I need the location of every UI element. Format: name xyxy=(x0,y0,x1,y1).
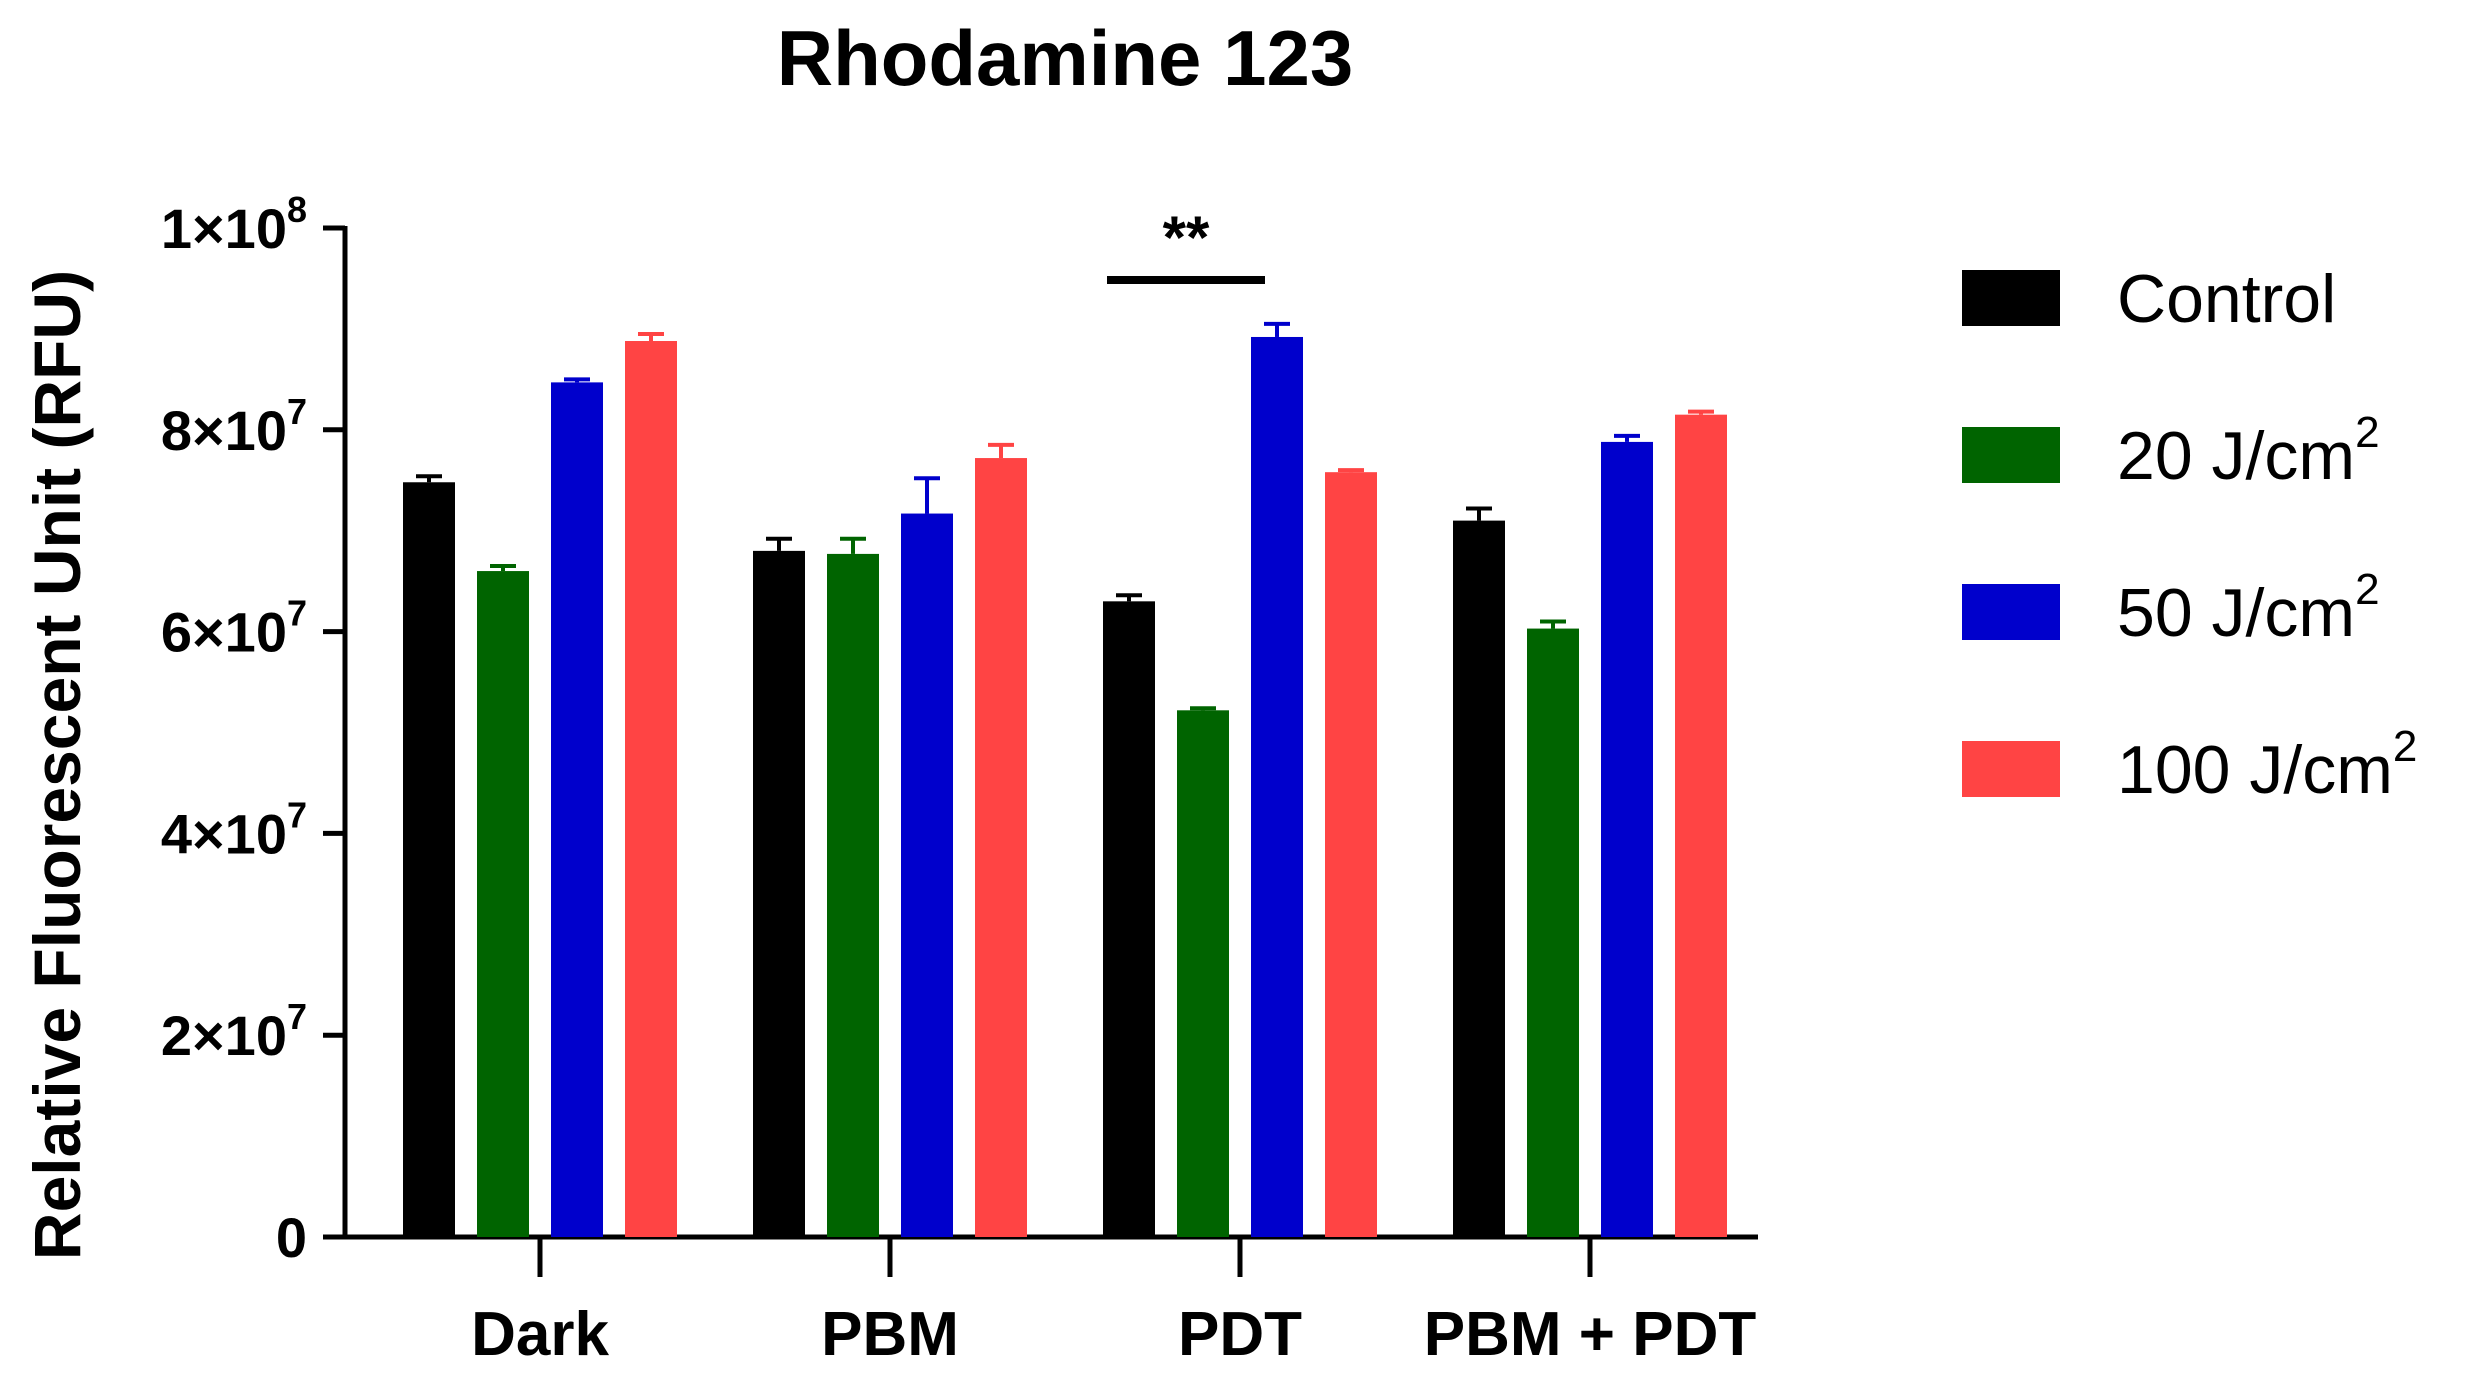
bar xyxy=(901,513,953,1237)
plot-area: 0 2×107 4×107 6×107 8×107 1×108 Dark PBM PDT PBM … xyxy=(161,189,1758,1369)
y-tick-label: 2×107 xyxy=(161,996,307,1067)
bar xyxy=(551,382,603,1237)
x-tick-label: PBM xyxy=(821,1300,959,1369)
legend-swatch xyxy=(1962,270,2060,326)
legend-label: 100 J/cm2 xyxy=(2117,722,2417,808)
x-tick-label: Dark xyxy=(471,1300,609,1369)
bar xyxy=(477,571,529,1237)
legend: Control 20 J/cm2 50 J/cm2 100 J/cm2 xyxy=(1962,261,2417,808)
y-axis-label: Relative Fluorescent Unit (RFU) xyxy=(20,270,94,1260)
bar xyxy=(1527,628,1579,1237)
legend-label: 20 J/cm2 xyxy=(2117,408,2380,494)
bar xyxy=(1251,336,1303,1237)
legend-label: 50 J/cm2 xyxy=(2117,565,2380,651)
y-tick-label: 4×107 xyxy=(161,794,307,865)
chart-title: Rhodamine 123 xyxy=(777,14,1354,102)
bar xyxy=(1325,472,1377,1238)
y-tick-label: 6×107 xyxy=(161,593,307,664)
bar xyxy=(975,458,1027,1237)
bar xyxy=(827,553,879,1237)
bar xyxy=(1453,520,1505,1237)
bar xyxy=(1675,414,1727,1237)
legend-label: Control xyxy=(2117,261,2336,337)
bar xyxy=(1177,710,1229,1237)
x-tick-label: PBM + PDT xyxy=(1424,1300,1757,1369)
x-tick-label: PDT xyxy=(1178,1300,1302,1369)
legend-swatch xyxy=(1962,427,2060,483)
legend-swatch xyxy=(1962,741,2060,797)
y-tick-label: 0 xyxy=(276,1206,307,1269)
bar xyxy=(625,341,677,1237)
bar xyxy=(403,482,455,1237)
bar xyxy=(1601,441,1653,1238)
bar xyxy=(1103,601,1155,1237)
y-tick-label: 1×108 xyxy=(161,189,307,260)
significance-label: ** xyxy=(1163,204,1210,271)
y-tick-label: 8×107 xyxy=(161,391,307,462)
bar xyxy=(753,550,805,1237)
legend-swatch xyxy=(1962,584,2060,640)
